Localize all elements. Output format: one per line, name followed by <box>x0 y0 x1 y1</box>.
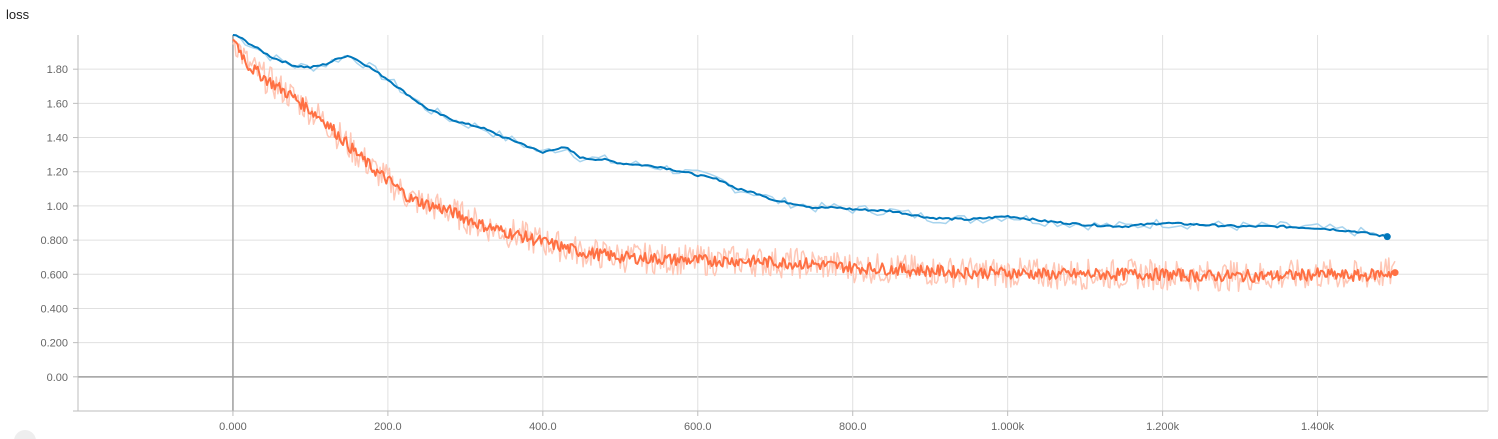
x-tick-label: 0.000 <box>219 421 247 433</box>
series-end-point[interactable] <box>1391 269 1399 277</box>
raw-lines <box>232 34 1396 293</box>
x-tick-label: 1.400k <box>1301 421 1335 433</box>
y-tick-label: 1.20 <box>47 167 68 179</box>
corner-toggle-icon[interactable] <box>14 430 36 439</box>
y-tick-label: 1.40 <box>47 133 68 145</box>
y-tick-label: 1.00 <box>47 201 68 213</box>
tick-labels: 0.00 0.200 0.400 0.600 0.800 1.00 1.20 1.40 1.60… <box>40 64 1334 433</box>
series-line <box>232 34 1388 238</box>
axes <box>73 35 1489 416</box>
grid <box>78 35 1488 411</box>
x-tick-label: 600.0 <box>684 421 712 433</box>
y-tick-label: 0.200 <box>40 338 68 350</box>
y-tick-label: 0.600 <box>40 269 68 281</box>
x-tick-label: 400.0 <box>529 421 557 433</box>
series-end-point[interactable] <box>1383 233 1391 241</box>
raw-series-line <box>232 39 1396 293</box>
x-tick-label: 800.0 <box>839 421 867 433</box>
y-tick-label: 0.400 <box>40 303 68 315</box>
chart-title: loss <box>6 7 30 22</box>
x-tick-label: 1.200k <box>1146 421 1180 433</box>
x-tick-label: 1.000k <box>991 421 1025 433</box>
y-tick-label: 1.80 <box>47 64 68 76</box>
smoothed-lines <box>232 34 1399 283</box>
x-tick-label: 200.0 <box>374 421 402 433</box>
y-tick-label: 0.00 <box>47 372 68 384</box>
y-tick-label: 0.800 <box>40 235 68 247</box>
y-tick-label: 1.60 <box>47 98 68 110</box>
series-line <box>232 38 1396 283</box>
